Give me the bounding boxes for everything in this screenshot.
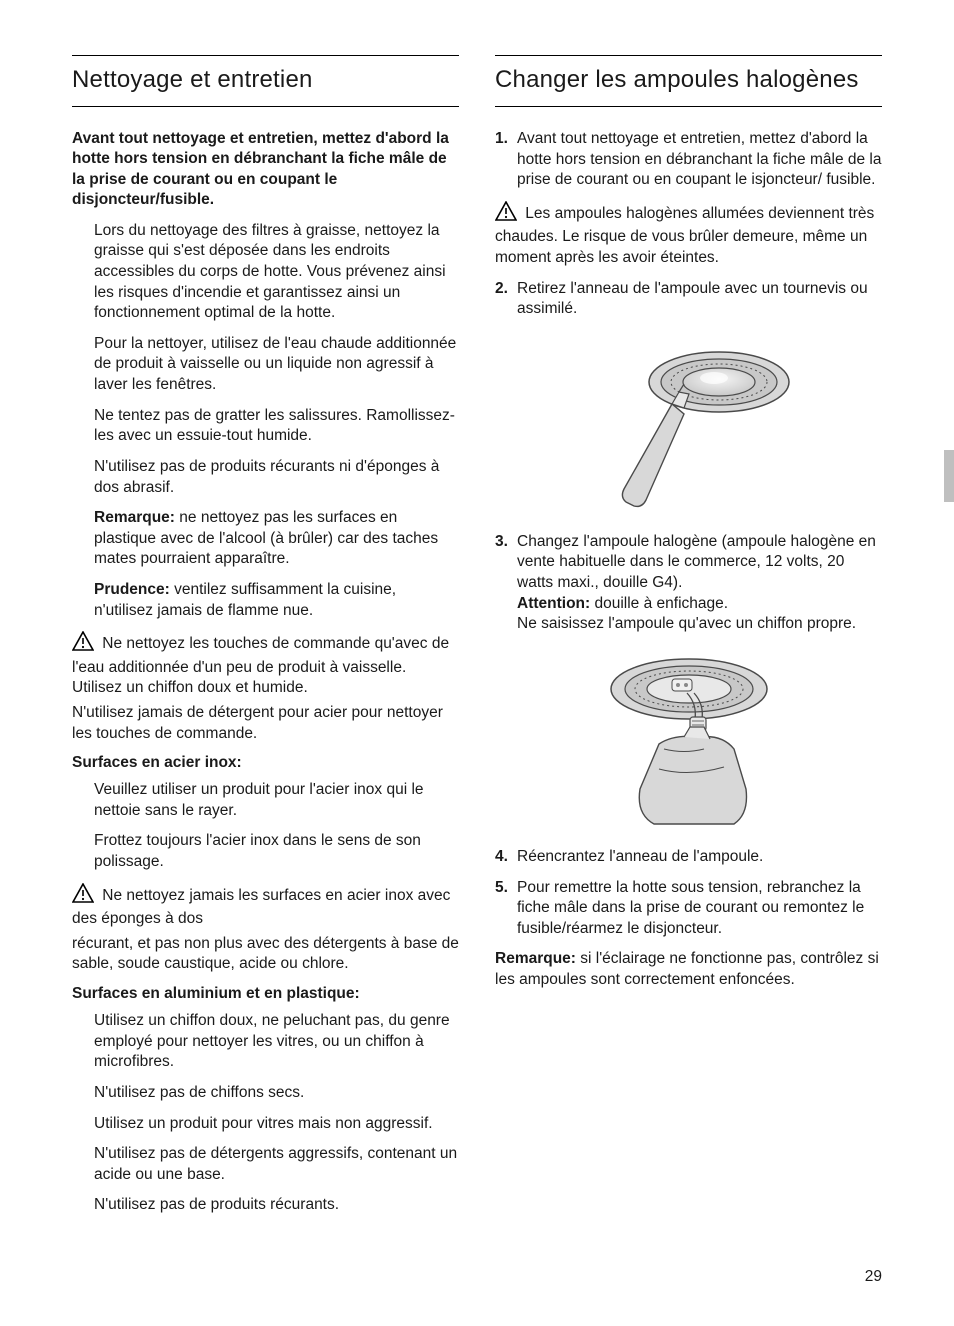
alu-p3: Utilisez un produit pour vitres mais non…	[72, 1114, 459, 1135]
page-number: 29	[865, 1268, 882, 1286]
alu-p4: N'utilisez pas de détergents aggressifs,…	[72, 1144, 459, 1185]
remark-plastics: Remarque: ne nettoyez pas les surfaces e…	[72, 508, 459, 570]
step-3-attention-label: Attention:	[517, 595, 590, 612]
steps-list: 1.Avant tout nettoyage et entretien, met…	[495, 129, 882, 191]
cleaning-p4: N'utilisez pas de produits récurants ni …	[72, 457, 459, 498]
step-4-text: Réencrantez l'anneau de l'ampoule.	[517, 848, 763, 865]
alu-p2: N'utilisez pas de chiffons secs.	[72, 1083, 459, 1104]
step-2: 2.Retirez l'anneau de l'ampoule avec un …	[495, 279, 882, 320]
cleaning-p1: Lors du nettoyage des filtres à graisse,…	[72, 221, 459, 324]
step-5: 5.Pour remettre la hotte sous tension, r…	[495, 878, 882, 940]
caution-label: Prudence:	[94, 581, 170, 598]
warning-hot-bulb-text: Les ampoules halogènes allumées devienne…	[495, 205, 874, 266]
right-title: Changer les ampoules halogènes	[495, 55, 882, 107]
warning-icon	[72, 631, 94, 658]
step-1: 1.Avant tout nettoyage et entretien, met…	[495, 129, 882, 191]
right-column: Changer les ampoules halogènes 1.Avant t…	[495, 55, 882, 1226]
alu-p1: Utilisez un chiffon doux, ne peluchant p…	[72, 1011, 459, 1073]
alu-p5: N'utilisez pas de produits récurants.	[72, 1195, 459, 1216]
warning-inox-text-b: récurant, et pas non plus avec des déter…	[72, 934, 459, 975]
steps-list-2: 2.Retirez l'anneau de l'ampoule avec un …	[495, 279, 882, 320]
warning-inox-text-a: Ne nettoyez jamais les surfaces en acier…	[72, 887, 450, 928]
step-3: 3.Changez l'ampoule halogène (ampoule ha…	[495, 532, 882, 635]
figure-change-bulb	[495, 649, 882, 829]
left-title: Nettoyage et entretien	[72, 55, 459, 107]
step-4: 4.Réencrantez l'anneau de l'ampoule.	[495, 847, 882, 868]
warning-icon	[72, 883, 94, 910]
step-1-text: Avant tout nettoyage et entretien, mette…	[517, 130, 882, 188]
intro-warning: Avant tout nettoyage et entretien, mette…	[72, 129, 459, 211]
step-3-text-a: Changez l'ampoule halogène (ampoule halo…	[517, 533, 876, 591]
subhead-alu: Surfaces en aluminium et en plastique:	[72, 985, 459, 1003]
left-column: Nettoyage et entretien Avant tout nettoy…	[72, 55, 459, 1226]
inox-p1: Veuillez utiliser un produit pour l'acie…	[72, 780, 459, 821]
warning-controls-text-a: Ne nettoyez les touches de commande qu'a…	[72, 635, 449, 696]
step-5-text: Pour remettre la hotte sous tension, reb…	[517, 879, 864, 937]
step-3-text-b: douille à enfichage.	[590, 595, 728, 612]
step-3-text-c: Ne saisissez l'ampoule qu'avec un chiffo…	[517, 615, 856, 632]
step-2-text: Retirez l'anneau de l'ampoule avec un to…	[517, 280, 868, 318]
warning-icon	[495, 201, 517, 228]
remark-lighting-label: Remarque:	[495, 950, 576, 967]
page-edge-tab	[944, 450, 954, 502]
steps-list-3: 3.Changez l'ampoule halogène (ampoule ha…	[495, 532, 882, 635]
steps-list-4: 4.Réencrantez l'anneau de l'ampoule. 5.P…	[495, 847, 882, 939]
caution-ventilate: Prudence: ventilez suffisamment la cuisi…	[72, 580, 459, 621]
subhead-inox: Surfaces en acier inox:	[72, 754, 459, 772]
cleaning-p3: Ne tentez pas de gratter les salissures.…	[72, 406, 459, 447]
warning-controls: Ne nettoyez les touches de commande qu'a…	[72, 631, 459, 699]
remark-lighting: Remarque: si l'éclairage ne fonctionne p…	[495, 949, 882, 990]
inox-p2: Frottez toujours l'acier inox dans le se…	[72, 831, 459, 872]
figure-remove-ring	[495, 334, 882, 514]
warning-hot-bulb: Les ampoules halogènes allumées devienne…	[495, 201, 882, 269]
remark-label: Remarque:	[94, 509, 175, 526]
warning-controls-text-b: N'utilisez jamais de détergent pour acie…	[72, 703, 459, 744]
warning-inox: Ne nettoyez jamais les surfaces en acier…	[72, 883, 459, 930]
cleaning-p2: Pour la nettoyer, utilisez de l'eau chau…	[72, 334, 459, 396]
